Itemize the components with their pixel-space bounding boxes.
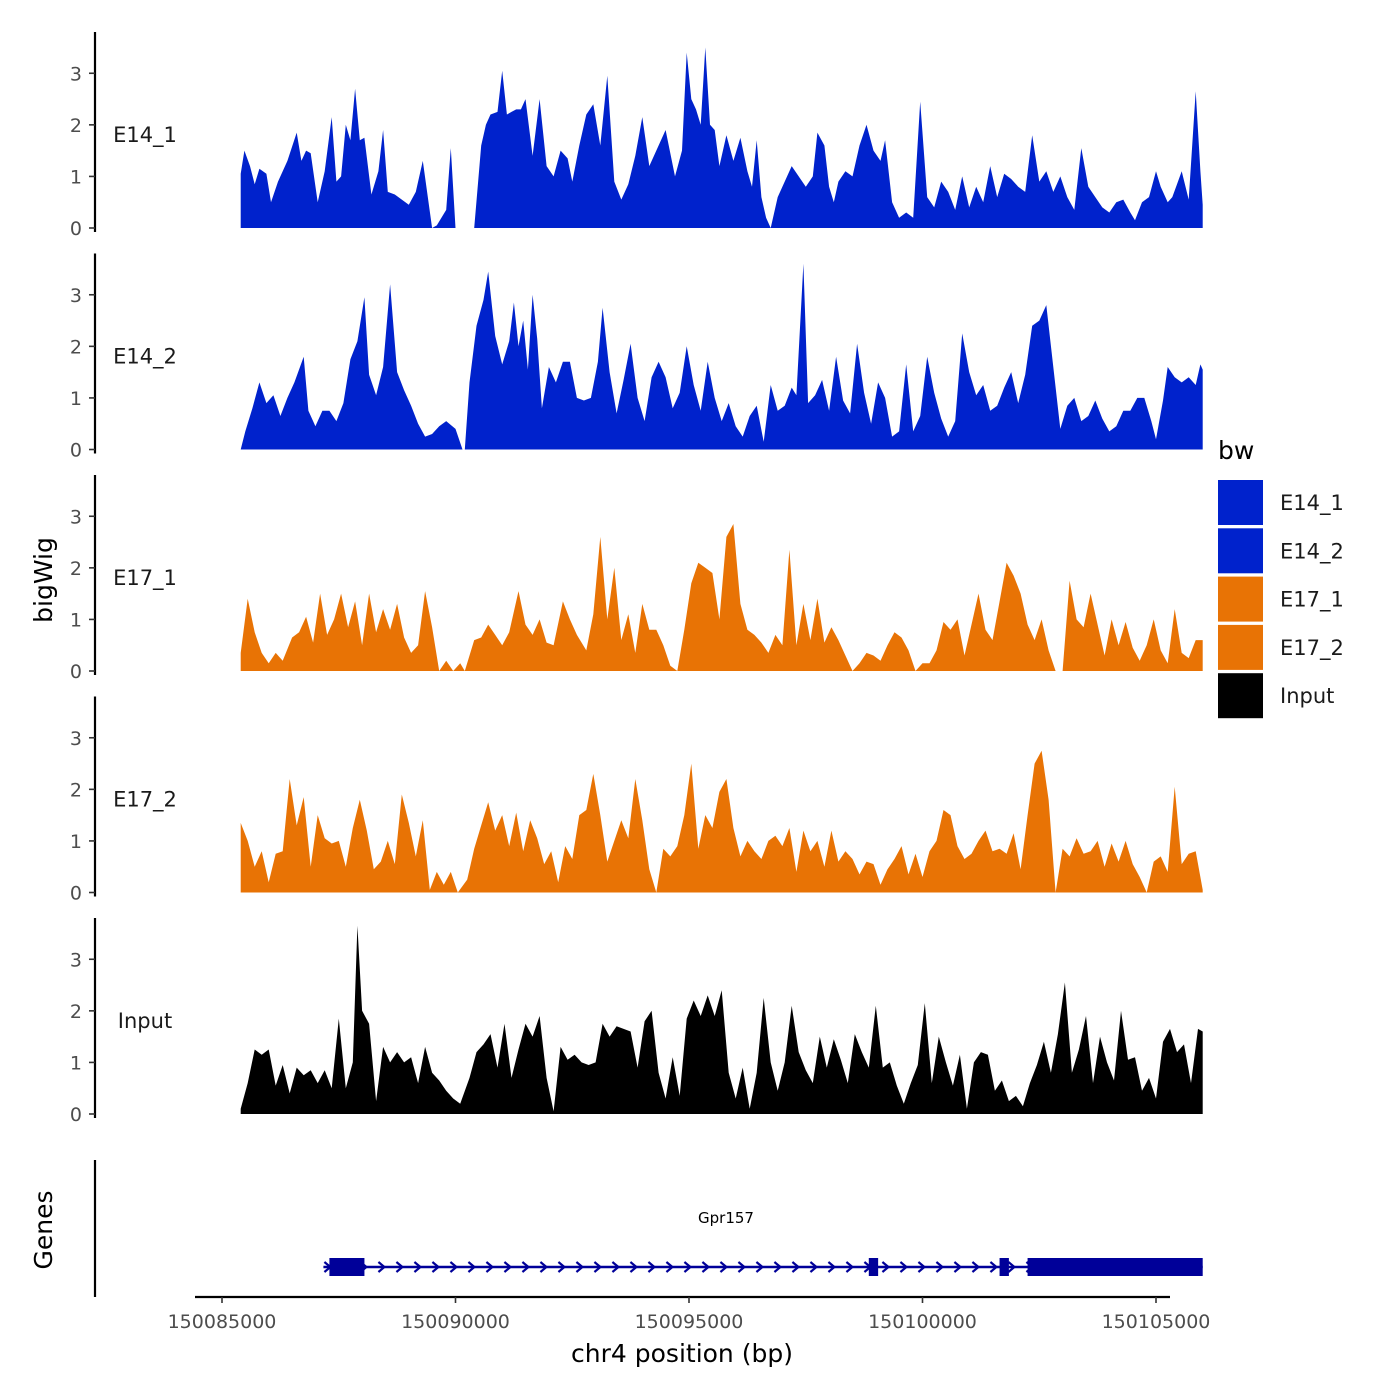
strand-arrow [395, 1261, 405, 1273]
strand-arrow [611, 1261, 621, 1273]
strand-arrow [953, 1261, 963, 1273]
strand-arrow [665, 1261, 675, 1273]
strand-arrow [809, 1261, 819, 1273]
area-e17-1 [240, 524, 1203, 671]
strand-arrow [935, 1261, 945, 1273]
strand-arrow [917, 1261, 927, 1273]
track-label: E14_1 [113, 123, 177, 148]
legend-label: E14_2 [1280, 539, 1344, 564]
track-input: 0 1 2 3 Input [70, 918, 1203, 1126]
track-e17-2: 0 1 2 3 E17_2 [70, 696, 1203, 905]
y-tick-label: 0 [70, 1104, 82, 1126]
area-e17-2 [240, 750, 1203, 893]
track-label: E14_2 [113, 345, 177, 370]
x-axis: 150085000 150090000 150095000 150100000 1501… [168, 1295, 1211, 1333]
y-tick-label: 1 [70, 1052, 82, 1074]
gene-exon [329, 1258, 365, 1276]
strand-arrow [593, 1261, 603, 1273]
y-axis-title: bigWig [29, 537, 58, 623]
strand-arrow [719, 1261, 729, 1273]
strand-arrow [899, 1261, 909, 1273]
track-label: E17_2 [113, 788, 177, 813]
area-input [240, 925, 1203, 1114]
strand-arrow [467, 1261, 477, 1273]
y-tick-label: 0 [70, 440, 82, 462]
x-tick-label: 150095000 [635, 1311, 744, 1333]
strand-arrow [1007, 1261, 1017, 1273]
x-tick-label: 150100000 [868, 1311, 977, 1333]
strand-arrow [449, 1261, 459, 1273]
x-tick-label: 150085000 [168, 1311, 277, 1333]
legend-swatch [1218, 576, 1263, 622]
area-e14-2 [240, 263, 1203, 450]
legend-label: E14_1 [1280, 491, 1344, 516]
track-e14-1: 0 1 2 3 E14_1 [70, 32, 1203, 240]
legend-title: bw [1218, 436, 1254, 465]
gene-name-label: Gpr157 [698, 1209, 754, 1227]
legend-swatch [1218, 624, 1263, 670]
signal-tracks: 0 1 2 3 E14_1 0 1 2 3 E14_2 0 1 2 3 E17_1 0 1 2 3 E17_2 0 1 2 3… [70, 32, 1203, 1126]
strand-arrow [377, 1261, 387, 1273]
x-tick-label: 150105000 [1102, 1311, 1211, 1333]
y-tick-label: 2 [70, 336, 82, 358]
legend-swatch [1218, 673, 1263, 719]
legend-label: E17_2 [1280, 636, 1344, 661]
strand-arrow [701, 1261, 711, 1273]
gene-exon [1027, 1258, 1203, 1276]
legend-swatch [1218, 528, 1263, 574]
y-tick-label: 2 [70, 558, 82, 580]
y-tick-label: 0 [70, 661, 82, 683]
strand-arrow [773, 1261, 783, 1273]
y-tick-label: 2 [70, 115, 82, 137]
strand-arrow [971, 1261, 981, 1273]
strand-arrow [431, 1261, 441, 1273]
strand-arrow [413, 1261, 423, 1273]
y-tick-label: 1 [70, 166, 82, 188]
strand-arrow [575, 1261, 585, 1273]
gene-exon [999, 1258, 1009, 1276]
strand-arrow [629, 1261, 639, 1273]
gene-track: Gpr157 [93, 1160, 1203, 1297]
strand-arrow [557, 1261, 567, 1273]
area-e14-1 [240, 47, 1203, 228]
y-tick-label: 0 [70, 218, 82, 240]
legend: bw E14_1 E14_2 E17_1 E17_2 Input [1218, 436, 1344, 719]
track-label: E17_1 [113, 566, 177, 591]
x-axis-title: chr4 position (bp) [571, 1339, 793, 1368]
track-label: Input [118, 1009, 172, 1033]
strand-arrow [755, 1261, 765, 1273]
gene-exon [868, 1258, 879, 1276]
strand-arrow [881, 1261, 891, 1273]
genes-axis-title: Genes [29, 1190, 58, 1269]
y-tick-label: 2 [70, 779, 82, 801]
legend-swatch [1218, 480, 1263, 525]
strand-arrow [683, 1261, 693, 1273]
y-tick-label: 1 [70, 609, 82, 631]
strand-arrow [521, 1261, 531, 1273]
track-e17-1: 0 1 2 3 E17_1 [70, 475, 1203, 683]
strand-arrow [539, 1261, 549, 1273]
y-tick-label: 3 [70, 506, 82, 528]
strand-arrow [989, 1261, 999, 1273]
strand-arrow [503, 1261, 513, 1273]
strand-arrow [791, 1261, 801, 1273]
strand-arrow [737, 1261, 747, 1273]
y-tick-label: 3 [70, 63, 82, 85]
y-tick-label: 3 [70, 949, 82, 971]
y-tick-label: 3 [70, 728, 82, 750]
legend-label: Input [1280, 684, 1334, 708]
strand-arrow [845, 1261, 855, 1273]
y-tick-label: 1 [70, 388, 82, 410]
y-tick-label: 3 [70, 285, 82, 307]
strand-arrow [485, 1261, 495, 1273]
strand-arrow [647, 1261, 657, 1273]
track-e14-2: 0 1 2 3 E14_2 [70, 253, 1203, 462]
strand-arrow [827, 1261, 837, 1273]
legend-label: E17_1 [1280, 588, 1344, 613]
y-tick-label: 1 [70, 831, 82, 853]
y-tick-label: 0 [70, 883, 82, 905]
y-tick-label: 2 [70, 1001, 82, 1023]
x-tick-label: 150090000 [401, 1311, 510, 1333]
